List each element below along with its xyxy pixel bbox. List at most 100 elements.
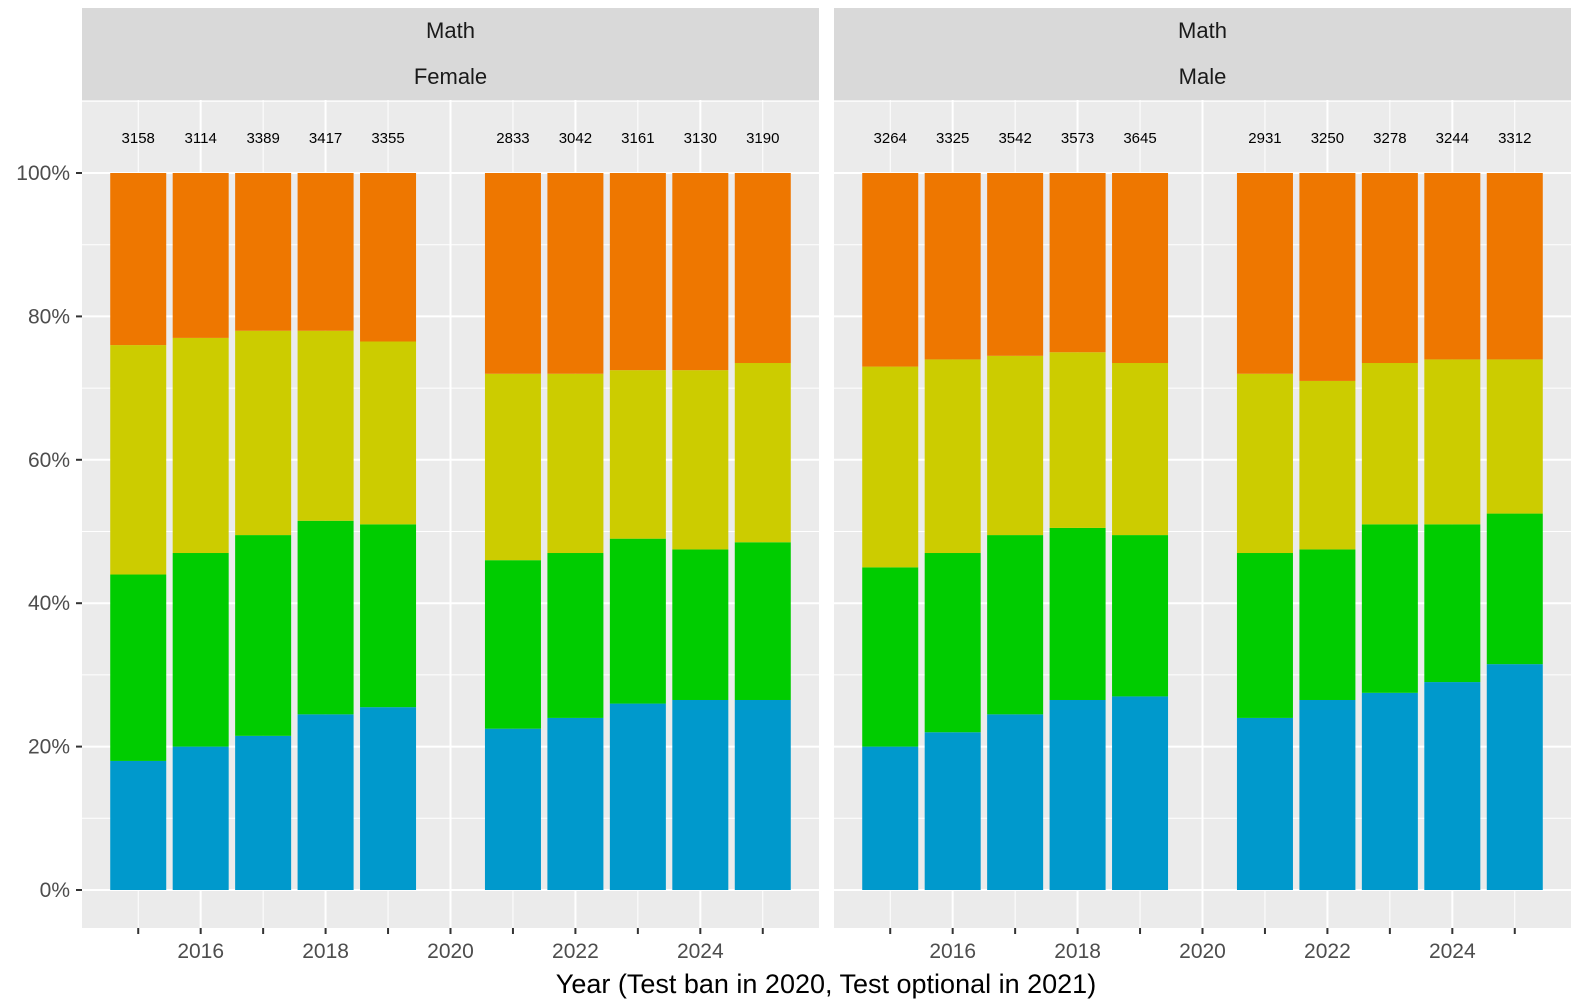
bar-segment	[172, 173, 229, 338]
bar-segment	[1424, 682, 1481, 890]
x-tick-label: 2024	[677, 940, 724, 963]
bar-segment	[235, 535, 292, 736]
bar-segment	[484, 173, 541, 374]
x-tick-label: 2022	[552, 940, 599, 963]
bar-segment	[235, 735, 292, 890]
bar-segment	[1049, 527, 1106, 700]
bar-segment	[110, 345, 167, 575]
bar-segment	[297, 520, 354, 715]
bar-segment	[1112, 173, 1169, 364]
bar-segment	[987, 355, 1044, 536]
bar-segment	[1049, 699, 1106, 890]
x-tick-label: 2024	[1429, 940, 1476, 963]
bar-segment	[1236, 373, 1293, 554]
bar-segment	[1049, 173, 1106, 353]
count-label: 3312	[1498, 130, 1531, 147]
bar-segment	[924, 553, 981, 733]
bar-segment	[609, 173, 666, 371]
y-tick-label: 80%	[28, 305, 70, 328]
bar-segment	[235, 173, 292, 331]
bar-segment	[172, 746, 229, 890]
bar-segment	[1299, 699, 1356, 890]
facet-strip	[834, 8, 1571, 100]
bar-segment	[1112, 363, 1169, 536]
count-label: 3325	[936, 130, 969, 147]
bar-segment	[1236, 173, 1293, 374]
count-label: 3645	[1123, 130, 1156, 147]
bar-segment	[609, 370, 666, 539]
bar-segment	[924, 359, 981, 554]
panel-male: Math Male 3264 3325 3542 3573 3645 2931 3250 3278…	[834, 8, 1571, 963]
x-tick-label: 2020	[427, 940, 474, 963]
bar-segment	[360, 707, 417, 890]
count-label: 3158	[122, 130, 155, 147]
count-label: 3130	[684, 130, 717, 147]
y-tick-label: 20%	[28, 736, 70, 759]
count-label: 3542	[998, 130, 1031, 147]
bar-segment	[1299, 380, 1356, 550]
bar-segment	[547, 553, 604, 718]
bar-segment	[1424, 524, 1481, 683]
count-label: 3278	[1373, 130, 1406, 147]
y-tick-label: 40%	[28, 592, 70, 615]
bar-segment	[1486, 513, 1543, 665]
bar-segment	[297, 330, 354, 521]
bar-segment	[862, 567, 919, 747]
bar-segment	[360, 524, 417, 708]
bar-segment	[484, 560, 541, 729]
x-tick-label: 2016	[177, 940, 224, 963]
bar-segment	[672, 549, 729, 700]
facet-strip-gender: Male	[1179, 64, 1227, 89]
bar-segment	[1299, 173, 1356, 381]
bar-segment	[609, 703, 666, 890]
facet-strip-subject: Math	[426, 18, 475, 43]
facet-panels: Math Female 3158 3114 3389 3417 3355 2833 3042 31…	[82, 8, 1571, 963]
count-label: 2833	[496, 130, 529, 147]
count-label: 3389	[246, 130, 279, 147]
bar-segment	[360, 341, 417, 525]
bar-segment	[172, 337, 229, 554]
count-label: 2931	[1248, 130, 1281, 147]
bar-segment	[110, 173, 167, 346]
bar-segment	[1486, 173, 1543, 360]
bar-segment	[1236, 717, 1293, 890]
facet-strip	[82, 8, 819, 100]
count-label: 3417	[309, 130, 342, 147]
x-tick-label: 2016	[929, 940, 976, 963]
count-label: 3355	[371, 130, 404, 147]
x-tick-label: 2018	[1054, 940, 1101, 963]
bar-segment	[987, 714, 1044, 890]
facet-strip-subject: Math	[1178, 18, 1227, 43]
bar-segment	[924, 732, 981, 890]
count-label: 3190	[746, 130, 779, 147]
bar-segment	[1486, 664, 1543, 890]
bar-segment	[672, 699, 729, 890]
bar-segment	[235, 330, 292, 536]
bar-segment	[862, 366, 919, 568]
bar-segment	[360, 173, 417, 342]
bar-segment	[547, 173, 604, 374]
count-label: 3244	[1436, 130, 1469, 147]
bar-segment	[609, 538, 666, 704]
x-tick-label: 2020	[1179, 940, 1226, 963]
bar-segment	[110, 760, 167, 890]
facet-strip-gender: Female	[414, 64, 487, 89]
panel-female: Math Female 3158 3114 3389 3417 3355 2833 3042 31…	[82, 8, 819, 963]
bar-segment	[734, 363, 791, 543]
bar-segment	[172, 553, 229, 747]
bar-segment	[1486, 359, 1543, 514]
bar-segment	[1361, 173, 1418, 364]
count-label: 3042	[559, 130, 592, 147]
y-tick-label: 0%	[40, 879, 70, 902]
x-tick-label: 2022	[1304, 940, 1351, 963]
bar-segment	[547, 717, 604, 890]
y-tick-label: 100%	[16, 162, 70, 185]
bar-segment	[547, 373, 604, 554]
bar-segment	[1049, 352, 1106, 528]
count-label: 3114	[185, 130, 217, 147]
bar-segment	[297, 173, 354, 331]
x-axis-title: Year (Test ban in 2020, Test optional in…	[556, 969, 1096, 999]
bar-segment	[1361, 363, 1418, 525]
x-tick-label: 2018	[302, 940, 349, 963]
bar-segment	[1361, 524, 1418, 693]
